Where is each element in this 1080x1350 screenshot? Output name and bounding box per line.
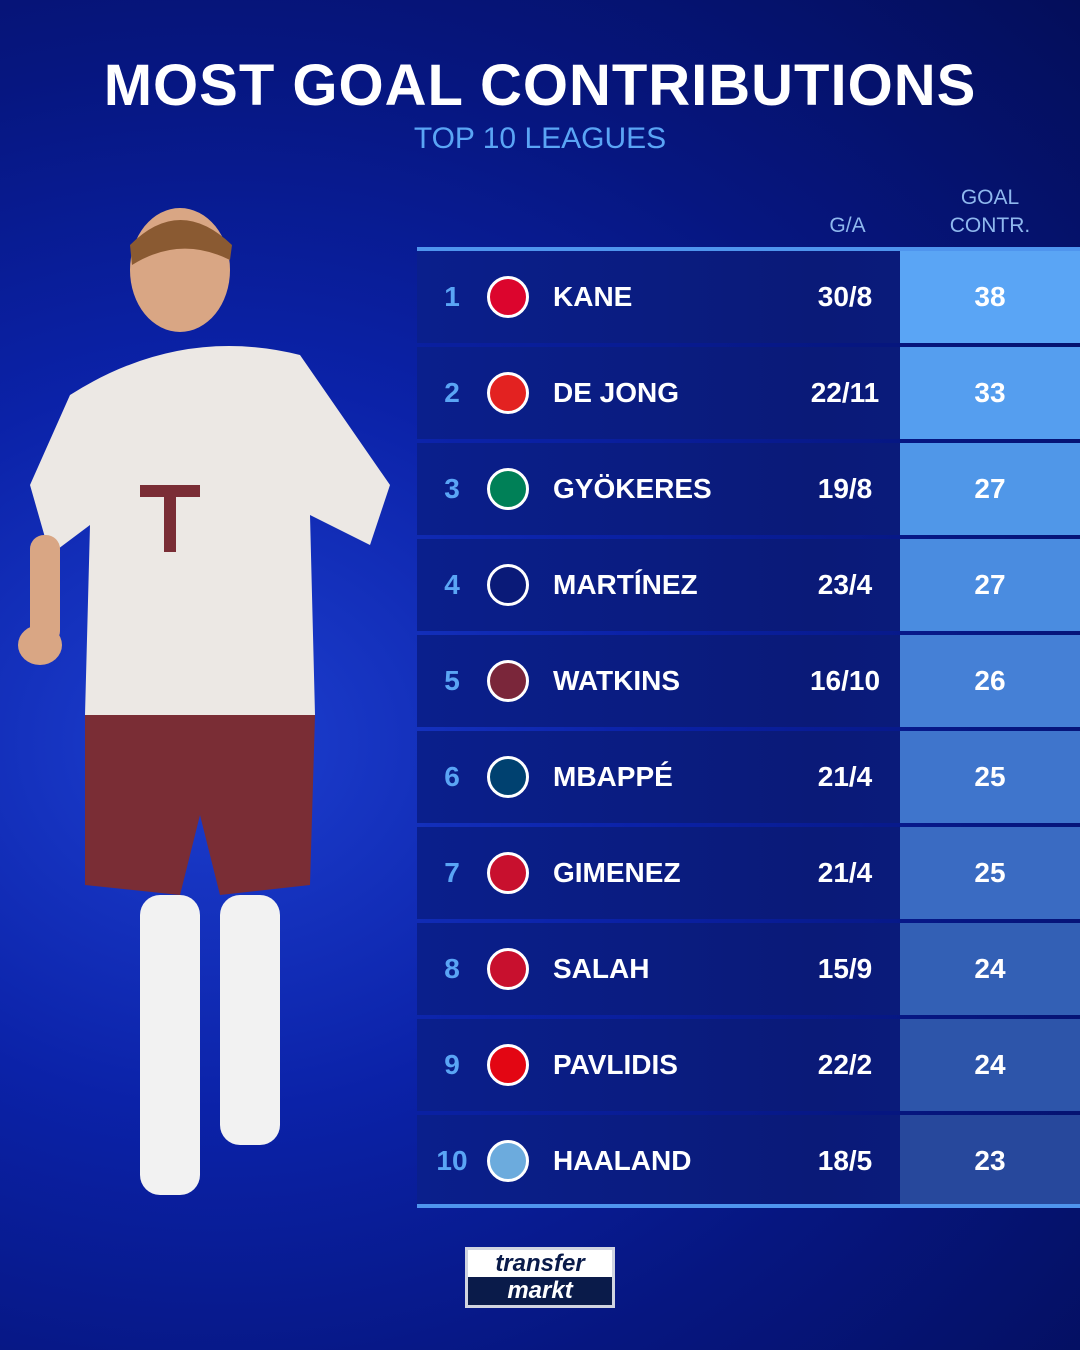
goal-contributions: 25: [900, 827, 1080, 919]
table-row: 9 PAVLIDIS 22/2 24: [417, 1019, 1080, 1111]
psg-crest-icon: [487, 756, 529, 798]
player-name: HAALAND: [553, 1145, 692, 1176]
aston-villa-crest-icon: [487, 660, 529, 702]
goals-assists: 15/9: [817, 953, 873, 984]
rank: 10: [436, 1145, 468, 1176]
page-title: MOST GOAL CONTRIBUTIONS: [103, 53, 977, 118]
rank: 1: [444, 281, 460, 312]
goal-contributions: 23: [900, 1115, 1080, 1207]
inter-crest-icon: [487, 564, 529, 606]
goals-assists: 18/5: [817, 1145, 873, 1176]
goals-assists: 21/4: [817, 857, 873, 888]
player-name: MBAPPÉ: [553, 761, 673, 792]
goals-assists: 30/8: [817, 281, 873, 312]
column-header-goal-contr: GOAL CONTR.: [900, 184, 1080, 240]
goals-assists: 16/10: [809, 665, 881, 696]
sporting-crest-icon: [487, 468, 529, 510]
rank: 8: [444, 953, 460, 984]
goal-contributions: 33: [900, 347, 1080, 439]
table-row: 7 GIMENEZ 21/4 25: [417, 827, 1080, 919]
liverpool-crest-icon: [487, 948, 529, 990]
table-row: 4 MARTÍNEZ 23/4 27: [417, 539, 1080, 631]
table-row: 3 GYÖKERES 19/8 27: [417, 443, 1080, 535]
player-name: SALAH: [553, 953, 650, 984]
rank: 4: [444, 569, 460, 600]
rank: 2: [444, 377, 460, 408]
bayern-crest-icon: [487, 276, 529, 318]
player-name: DE JONG: [553, 377, 680, 408]
player-name: MARTÍNEZ: [553, 569, 698, 600]
goal-contributions: 26: [900, 635, 1080, 727]
rank: 7: [444, 857, 460, 888]
table-row: 8 SALAH 15/9 24: [417, 923, 1080, 1015]
player-name: PAVLIDIS: [553, 1049, 678, 1080]
logo-line1: transfer: [468, 1250, 612, 1277]
ranking-table: 1 KANE 30/8 38 2 DE JONG 22/11 33 3 GYÖKER…: [417, 247, 1080, 1211]
table-row: 1 KANE 30/8 38: [417, 251, 1080, 343]
goals-assists: 22/2: [817, 1049, 873, 1080]
psv-crest-icon: [487, 372, 529, 414]
logo-line2: markt: [468, 1277, 612, 1305]
man-city-crest-icon: [487, 1140, 529, 1182]
column-header-line2: CONTR.: [949, 214, 1031, 237]
table-row: 2 DE JONG 22/11 33: [417, 347, 1080, 439]
column-header-ga: G/A: [829, 214, 866, 237]
feyenoord-crest-icon: [487, 852, 529, 894]
goal-contributions: 38: [900, 251, 1080, 343]
table-row: 5 WATKINS 16/10 26: [417, 635, 1080, 727]
table-bottom-divider: [417, 1204, 1080, 1208]
rank: 6: [444, 761, 460, 792]
table-row: 6 MBAPPÉ 21/4 25: [417, 731, 1080, 823]
player-name: GYÖKERES: [553, 473, 712, 504]
player-photo: [18, 208, 390, 1195]
goal-contributions: 27: [900, 443, 1080, 535]
goal-contributions: 24: [900, 1019, 1080, 1111]
player-name: WATKINS: [553, 665, 681, 696]
transfermarkt-logo: transfer markt: [465, 1247, 615, 1308]
goal-contributions: 27: [900, 539, 1080, 631]
goals-assists: 23/4: [817, 569, 873, 600]
az-crest-icon: [487, 1044, 529, 1086]
rank: 9: [444, 1049, 460, 1080]
page-subtitle: TOP 10 LEAGUES: [413, 122, 667, 155]
goal-contributions: 24: [900, 923, 1080, 1015]
column-header-line1: GOAL: [960, 186, 1020, 209]
table-row: 10 HAALAND 18/5 23: [417, 1115, 1080, 1207]
rank: 5: [444, 665, 460, 696]
player-name: KANE: [553, 281, 633, 312]
goals-assists: 19/8: [817, 473, 873, 504]
player-name: GIMENEZ: [553, 857, 681, 888]
goals-assists: 22/11: [810, 377, 880, 408]
goals-assists: 21/4: [817, 761, 873, 792]
rank: 3: [444, 473, 460, 504]
goal-contributions: 25: [900, 731, 1080, 823]
